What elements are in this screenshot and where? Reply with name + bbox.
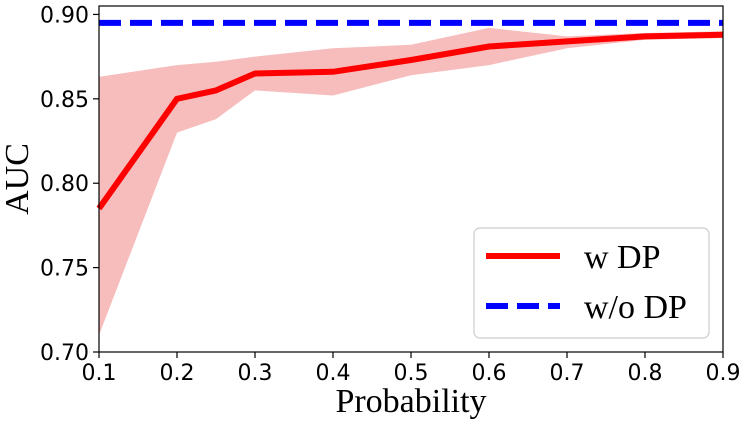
legend: w DP w/o DP xyxy=(473,227,710,339)
y-tick-label: 0.80 xyxy=(40,172,89,197)
y-axis-label: AUC xyxy=(0,143,36,215)
y-tick-label: 0.85 xyxy=(40,88,89,113)
y-tick-label: 0.70 xyxy=(40,341,89,366)
x-tick-label: 0.8 xyxy=(628,361,663,386)
x-tick-label: 0.7 xyxy=(550,361,585,386)
x-tick-label: 0.1 xyxy=(82,361,117,386)
x-tick-label: 0.9 xyxy=(706,361,741,386)
x-tick-label: 0.4 xyxy=(316,361,351,386)
x-tick-label: 0.5 xyxy=(394,361,429,386)
x-tick-label: 0.6 xyxy=(472,361,507,386)
legend-label-w-dp: w DP xyxy=(584,239,661,276)
x-tick-label: 0.2 xyxy=(160,361,195,386)
w-dp-line xyxy=(96,31,724,211)
legend-label-wo-dp: w/o DP xyxy=(584,289,687,326)
x-tick-label: 0.3 xyxy=(238,361,273,386)
y-tick-label: 0.90 xyxy=(40,3,89,28)
x-axis-label: Probability xyxy=(335,383,486,420)
y-tick-label: 0.75 xyxy=(40,257,89,282)
